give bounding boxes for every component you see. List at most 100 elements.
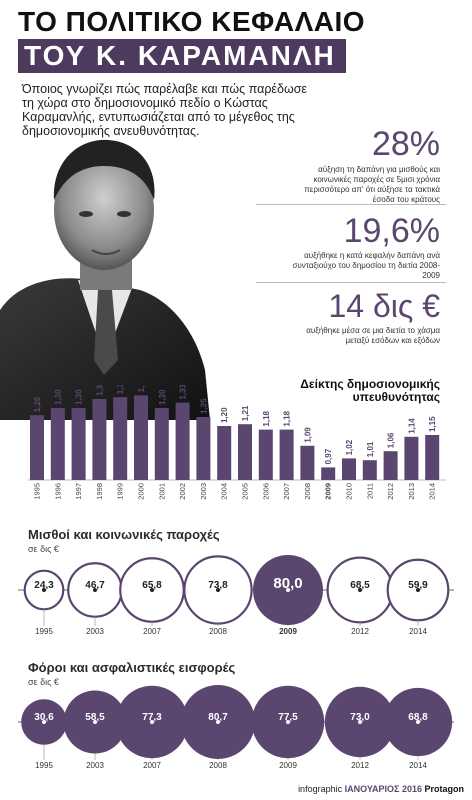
bubble-center-dot bbox=[93, 588, 97, 592]
bar-category-label: 1998 bbox=[95, 483, 104, 500]
bubble-value-label: 68,5 bbox=[350, 580, 370, 591]
bar-2001 bbox=[154, 408, 169, 480]
bar-value-label: 1,14 bbox=[407, 418, 416, 434]
portrait-illustration bbox=[0, 139, 210, 420]
bubble-value-label: 77,3 bbox=[142, 712, 162, 723]
salaries-chart-unit: σε δις € bbox=[28, 544, 59, 554]
bubble-center-dot bbox=[150, 720, 154, 724]
divider bbox=[256, 282, 446, 283]
bar-category-label: 2009 bbox=[324, 483, 333, 500]
bubble-center-dot bbox=[286, 588, 290, 592]
bubble-center-dot bbox=[93, 720, 97, 724]
bubble-center-dot bbox=[416, 720, 420, 724]
bar-category-label: 1997 bbox=[74, 483, 83, 500]
credit-brand: Protagon bbox=[424, 784, 465, 794]
bar-value-label: 1,30 bbox=[75, 389, 84, 405]
bar-2013 bbox=[404, 436, 419, 480]
bubble-center-dot bbox=[216, 720, 220, 724]
bar-value-label: 1,21 bbox=[241, 405, 250, 421]
bar-category-label: 2006 bbox=[261, 483, 270, 500]
bar-1996 bbox=[50, 408, 65, 480]
bubble-year-label: 2014 bbox=[409, 627, 427, 636]
bar-2009 bbox=[321, 467, 336, 480]
bar-2008 bbox=[300, 445, 315, 480]
bar-category-label: 1999 bbox=[116, 483, 125, 500]
bar-category-label: 2002 bbox=[178, 483, 187, 500]
bubble-center-dot bbox=[358, 720, 362, 724]
bar-2005 bbox=[238, 424, 252, 480]
bubble-value-label: 58,5 bbox=[85, 712, 105, 723]
bar-category-label: 2012 bbox=[386, 483, 395, 500]
bar-2003 bbox=[196, 417, 211, 480]
stat-desc-1: αύξηση τη δαπάνη για μισθούς και κοινωνι… bbox=[304, 165, 440, 204]
credit-line: infographic ΙΑΝΟΥΑΡΙΟΣ 2016 Protagon bbox=[298, 784, 464, 794]
bar-category-label: 2000 bbox=[137, 483, 146, 500]
bubble-center-dot bbox=[286, 720, 290, 724]
bubble-center-dot bbox=[150, 588, 154, 592]
bar-value-label: 1,09 bbox=[303, 427, 312, 443]
stat-desc-3: αυξήθηκε μέσα σε μια διετία το χάσμα μετ… bbox=[306, 326, 440, 345]
bubble-value-label: 65,8 bbox=[142, 580, 162, 591]
bar-2010 bbox=[342, 458, 356, 480]
bubble-year-label: 2007 bbox=[143, 627, 161, 636]
bubble-center-dot bbox=[358, 588, 362, 592]
bubble-value-label: 73,0 bbox=[350, 712, 370, 723]
bubble-year-label: 2014 bbox=[409, 761, 427, 770]
bubble-center-dot bbox=[42, 588, 46, 592]
bar-value-label: 1,25 bbox=[199, 398, 208, 414]
bubble-value-label: 68,8 bbox=[408, 712, 428, 723]
bar-value-label: 1,26 bbox=[33, 396, 42, 412]
bar-value-label: 1,20 bbox=[220, 407, 229, 423]
bar-category-label: 2003 bbox=[199, 483, 208, 500]
bar-2014 bbox=[425, 435, 440, 480]
bar-category-label: 1996 bbox=[53, 483, 62, 500]
bar-chart: 1,26 1995 1,30 1996 1,30 1997 1,35 1998 1,36 1999… bbox=[28, 385, 446, 500]
bar-2007 bbox=[279, 429, 294, 480]
stat-number-1: 28% bbox=[371, 125, 440, 163]
credit-prefix: infographic bbox=[298, 784, 343, 794]
bar-value-label: 1,06 bbox=[387, 432, 396, 448]
divider bbox=[256, 204, 446, 205]
bar-category-label: 2008 bbox=[303, 483, 312, 500]
bar-1995 bbox=[30, 415, 44, 480]
bubble-value-label: 80,7 bbox=[208, 712, 228, 723]
stat-number-3: 14 δις € bbox=[328, 288, 440, 324]
bar-category-label: 2010 bbox=[345, 483, 354, 500]
bar-category-label: 2001 bbox=[157, 483, 166, 500]
bubble-year-label: 1995 bbox=[35, 761, 53, 770]
bar-2002 bbox=[175, 402, 190, 480]
bubble-year-label: 2009 bbox=[279, 627, 297, 636]
bar-value-label: 1,18 bbox=[283, 410, 292, 426]
bar-2000 bbox=[134, 395, 148, 480]
page-title-line2: ΤΟΥ Κ. ΚΑΡΑΜΑΝΛΗ bbox=[18, 39, 346, 73]
bar-2004 bbox=[217, 426, 232, 480]
bubble-value-label: 59,9 bbox=[408, 580, 428, 591]
bar-value-label: 1,15 bbox=[428, 416, 437, 432]
bubble-year-label: 2008 bbox=[209, 627, 227, 636]
taxes-bubble-chart: 30,6 1995 58,5 2003 77,3 2007 80,7 2008 77,5 2009… bbox=[18, 685, 454, 770]
bar-category-label: 2005 bbox=[241, 483, 250, 500]
bubble-value-label: 30,6 bbox=[34, 712, 54, 723]
bar-value-label: 1,35 bbox=[95, 385, 104, 396]
bar-category-label: 2011 bbox=[365, 483, 374, 499]
bubble-value-label: 24,3 bbox=[34, 580, 54, 591]
salaries-chart-title: Μισθοί και κοινωνικές παροχές bbox=[28, 527, 220, 542]
bubble-year-label: 2012 bbox=[351, 761, 369, 770]
bar-category-label: 2004 bbox=[220, 483, 229, 500]
bar-value-label: 1,01 bbox=[366, 441, 375, 457]
stat-number-2: 19,6% bbox=[343, 212, 440, 250]
bar-category-label: 2013 bbox=[407, 483, 416, 500]
bar-value-label: 1,37 bbox=[137, 385, 146, 392]
bubble-value-label: 77,5 bbox=[278, 712, 298, 723]
bubble-center-dot bbox=[42, 720, 46, 724]
salaries-bubble-chart: 24,3 1995 46,7 2003 65,8 2007 73,8 2008 80,0 2009… bbox=[18, 555, 454, 636]
bubble-year-label: 2003 bbox=[86, 627, 104, 636]
bar-2011 bbox=[362, 460, 377, 480]
bar-1998 bbox=[92, 399, 107, 480]
credit-month: ΙΑΝΟΥΑΡΙΟΣ 2016 bbox=[344, 784, 422, 794]
page-title-line1: ΤΟ ΠΟΛΙΤΙΚΟ ΚΕΦΑΛΑΙΟ bbox=[18, 6, 366, 37]
bar-value-label: 0,97 bbox=[324, 448, 333, 464]
bar-1999 bbox=[113, 397, 128, 480]
bar-value-label: 1,33 bbox=[179, 385, 188, 400]
bubble-value-label: 46,7 bbox=[85, 580, 105, 591]
